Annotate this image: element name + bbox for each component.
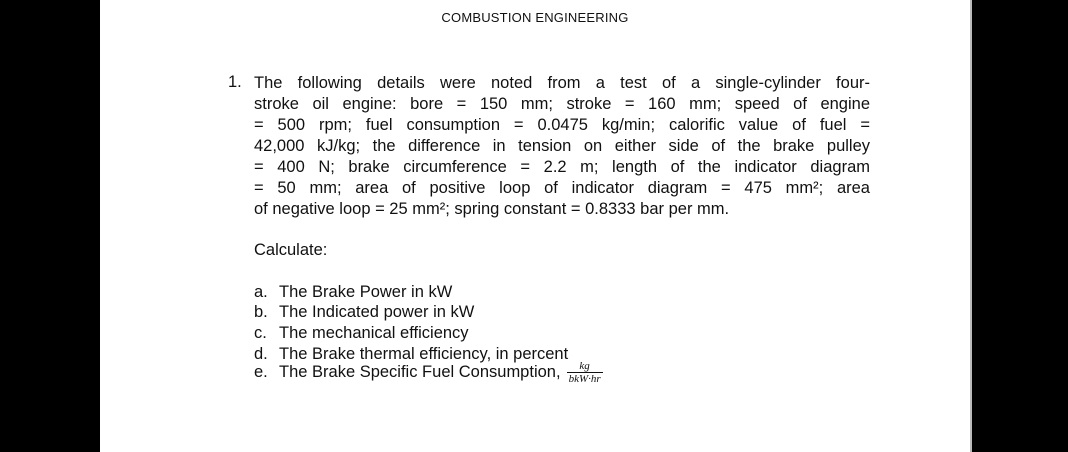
text-line: of negative loop = 25 mm²; spring consta… — [254, 200, 730, 218]
item-label: a. — [254, 283, 268, 301]
text-line: stroke oil engine: bore = 150 mm; stroke… — [254, 95, 870, 113]
item-text: The Brake Specific Fuel Consumption, — [279, 362, 561, 381]
text-line: 42,000 kJ/kg; the difference in tension … — [254, 137, 870, 155]
item-text: The Indicated power in kW — [279, 303, 475, 321]
fraction: kg bkW·hr — [566, 360, 603, 385]
item-label: d. — [254, 345, 268, 363]
numerator: kg — [566, 360, 603, 373]
denominator: bkW·hr — [568, 373, 601, 385]
item: d. The Brake thermal efficiency, in perce… — [254, 345, 568, 364]
item-label: b. — [254, 303, 268, 321]
item-text: The mechanical efficiency — [279, 324, 469, 342]
item-text: The Brake thermal efficiency, in percent — [279, 345, 569, 363]
item-text: The Brake Power in kW — [279, 283, 453, 301]
item: e. The Brake Specific Fuel Consumption, kg… — [254, 360, 603, 385]
text-line: = 500 rpm; fuel consumption = 0.0475 kg/… — [254, 116, 870, 134]
text-line: The following details were noted from a … — [254, 74, 870, 92]
item: a. The Brake Power in kW — [254, 283, 452, 302]
item: b. The Indicated power in kW — [254, 303, 474, 322]
header-title: COMBUSTION ENGINEERING — [441, 10, 629, 25]
prompt: Calculate: — [254, 241, 328, 259]
text-line: = 50 mm; area of positive loop of indica… — [254, 179, 870, 197]
problem-text: The following details were noted from a … — [254, 73, 870, 220]
problem-number: 1. — [228, 73, 242, 91]
item-label: c. — [254, 324, 267, 342]
text-line: = 400 N; brake circumference = 2.2 m; le… — [254, 158, 870, 176]
item: c. The mechanical efficiency — [254, 324, 469, 343]
page: COMBUSTION ENGINEERING 1. The following … — [100, 0, 972, 452]
item-label: e. — [254, 362, 268, 381]
